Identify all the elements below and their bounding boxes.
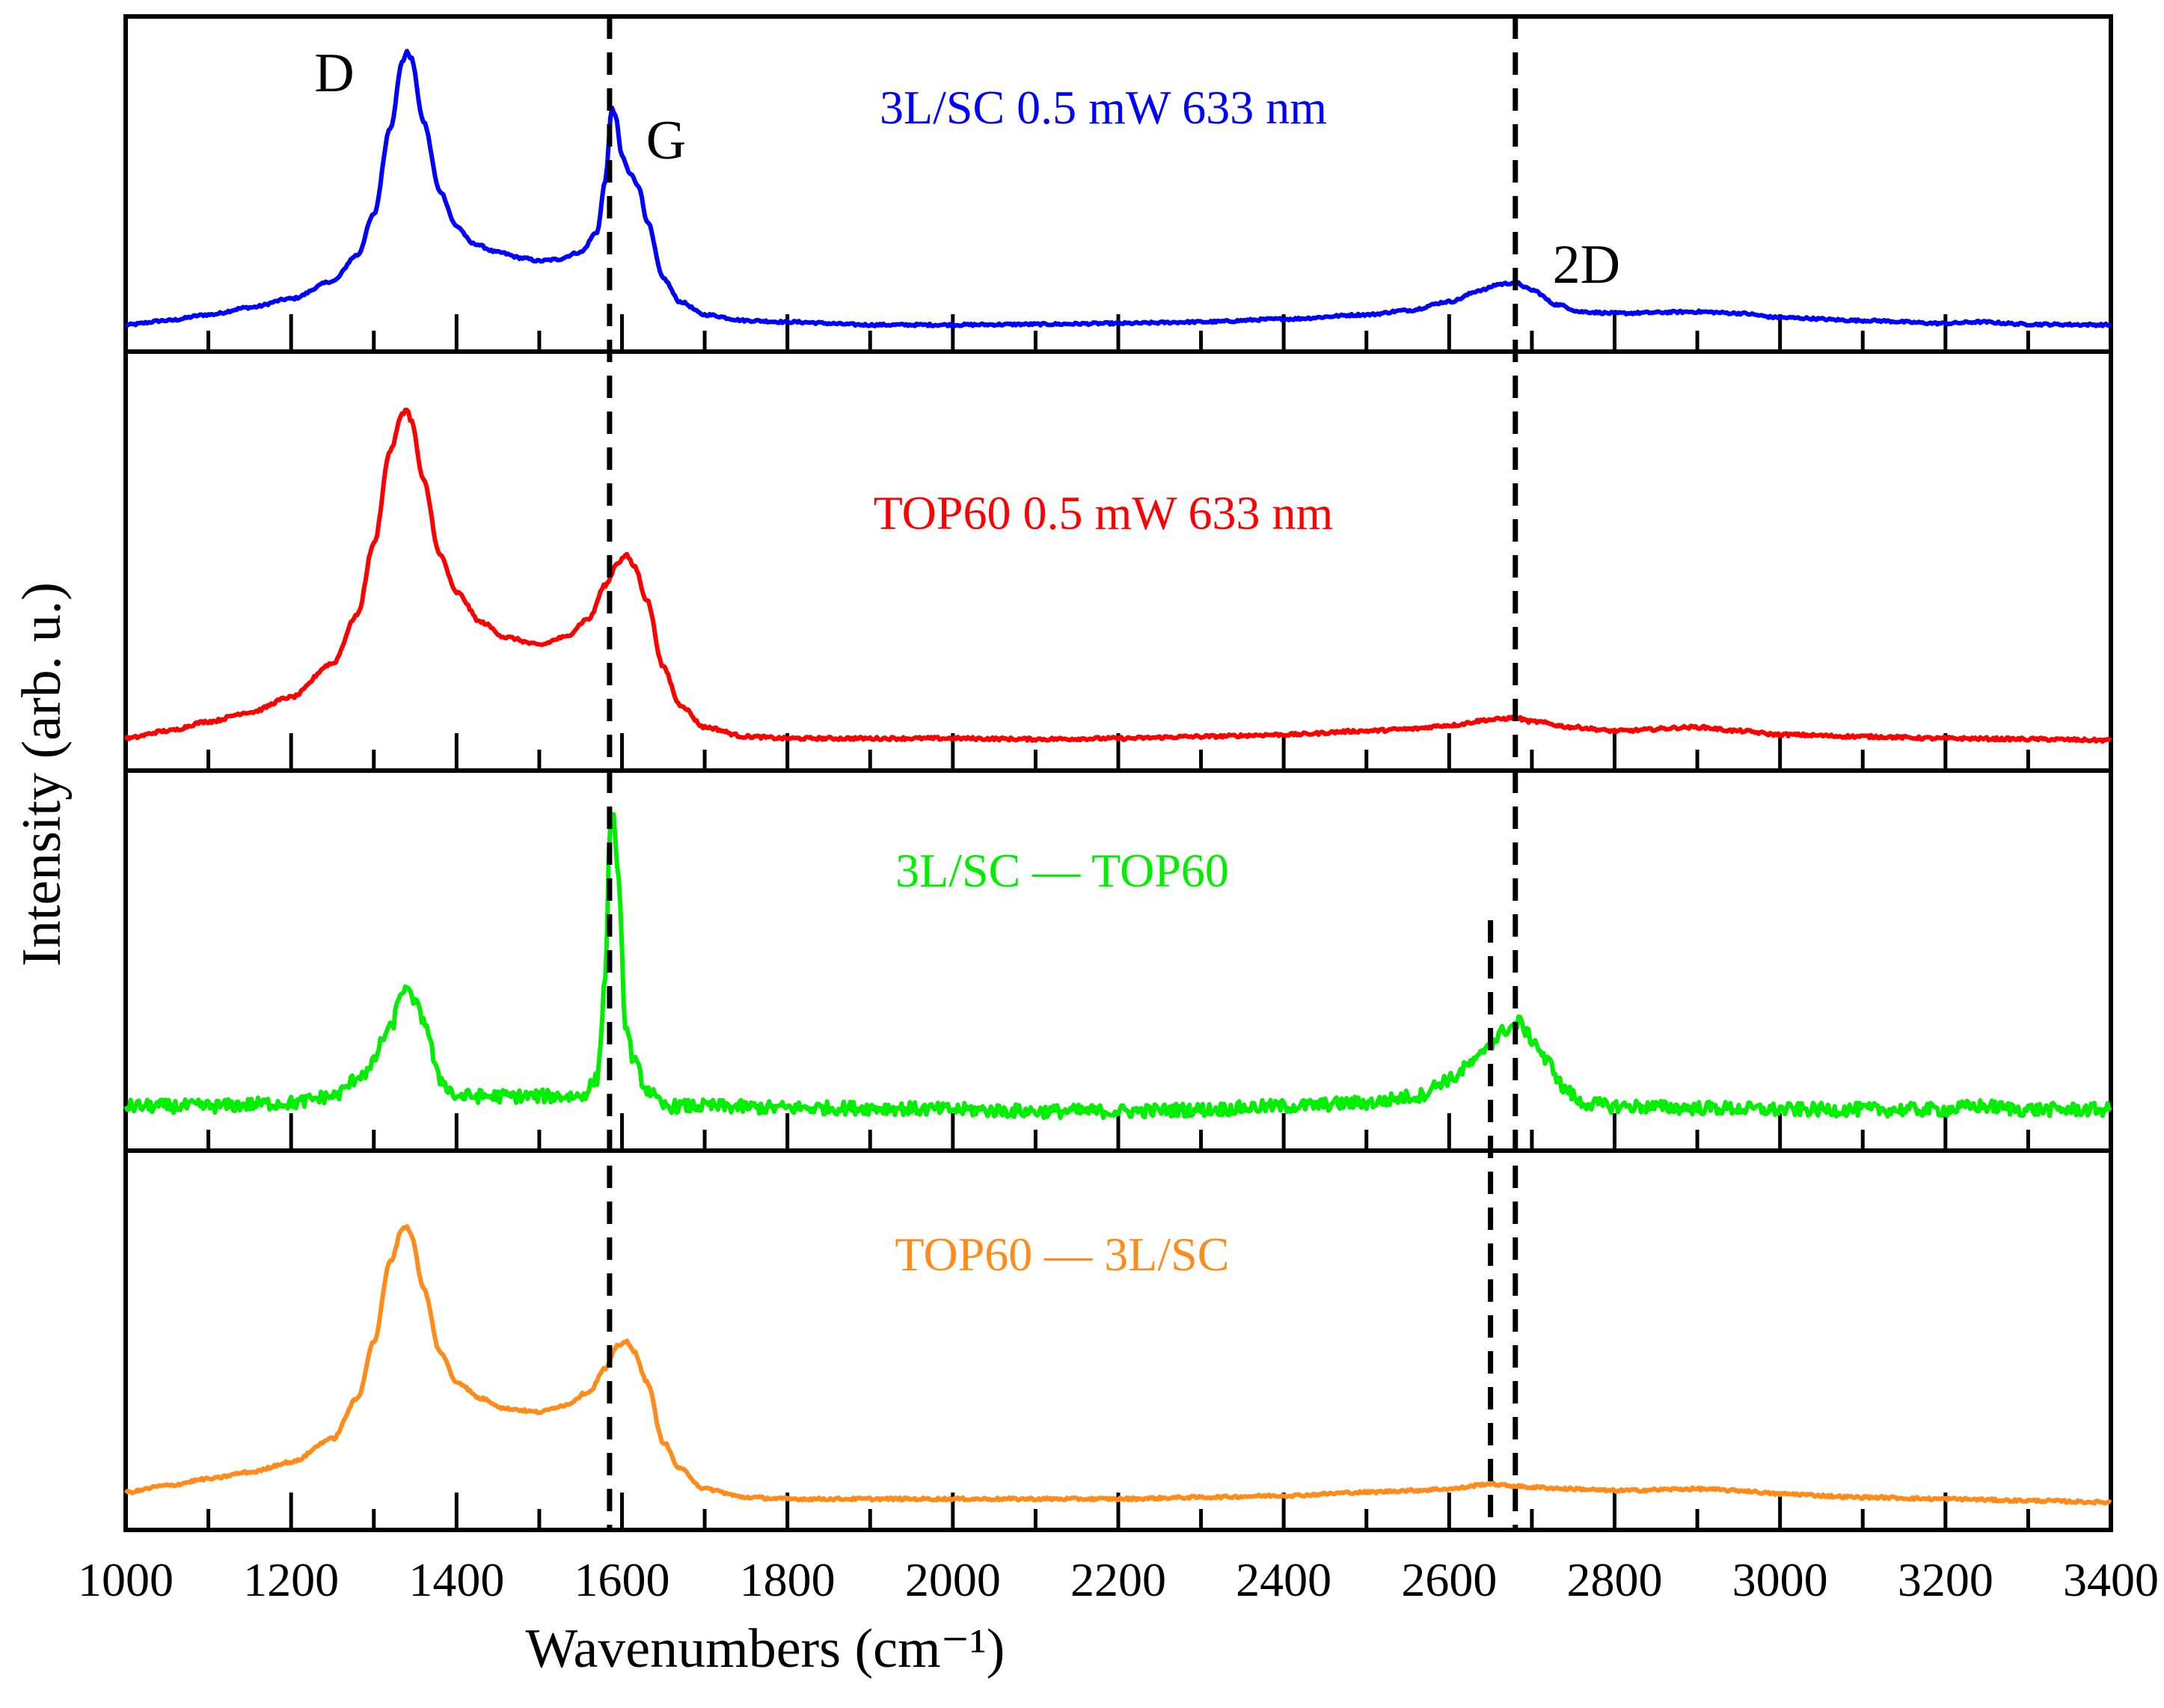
y-axis-title: Intensity (arb. u.) [11, 582, 73, 967]
x-tick-label: 2000 [905, 1553, 1001, 1606]
x-tick-label: 2400 [1236, 1553, 1331, 1606]
x-tick-label: 1200 [243, 1553, 339, 1606]
x-tick-label: 3000 [1732, 1553, 1828, 1606]
series-line [124, 49, 2112, 328]
peak-labels: D G 2D [314, 43, 1620, 296]
panel-3: 3L/SC — TOP60 [123, 768, 2113, 1153]
series-line [123, 407, 2112, 744]
panel-4: TOP60 — 3L/SC [123, 1148, 2113, 1532]
x-tick-label: 1000 [78, 1553, 174, 1606]
x-tick-label: 1400 [408, 1553, 504, 1606]
x-axis: 1000 1200 1400 1600 1800 2000 2200 2400 2600 2800… [78, 1553, 2159, 1606]
x-tick-label: 2200 [1070, 1553, 1166, 1606]
series-label: TOP60 — 3L/SC [895, 1228, 1230, 1281]
x-tick-label: 1600 [574, 1553, 670, 1606]
series-line [123, 1224, 2112, 1506]
stacked-panels: 3L/SC 0.5 mW 633 nm TOP60 0.5 mW 633 nm 3L… [123, 14, 2113, 1532]
peak-label-2d: 2D [1553, 234, 1620, 296]
series-line [123, 812, 2112, 1121]
x-tick-label: 3400 [2063, 1553, 2159, 1606]
peak-label-d: D [314, 43, 354, 104]
series-label: 3L/SC 0.5 mW 633 nm [880, 81, 1327, 134]
series-label: TOP60 0.5 mW 633 nm [874, 486, 1334, 539]
x-tick-label: 2600 [1401, 1553, 1497, 1606]
series-label: 3L/SC — TOP60 [895, 844, 1229, 897]
x-axis-title: Wavenumbers (cm⁻¹) [526, 1618, 1005, 1680]
x-tick-label: 2800 [1567, 1553, 1663, 1606]
peak-label-g: G [646, 110, 686, 171]
x-tick-label: 3200 [1898, 1553, 1993, 1606]
reference-lines [607, 16, 1518, 1530]
x-tick-label: 1800 [740, 1553, 836, 1606]
